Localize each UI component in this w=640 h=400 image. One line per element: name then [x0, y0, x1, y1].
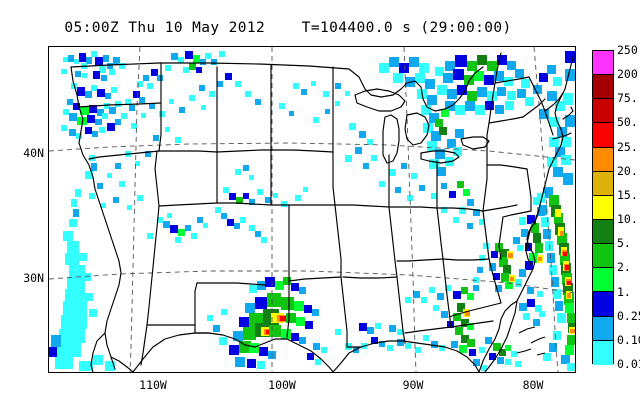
lon-label-80w: 80W: [522, 378, 544, 392]
lake-erie: [420, 150, 460, 164]
colorbar-tick-label: 0.25: [617, 308, 640, 323]
lat-label-30n: 30N: [23, 271, 44, 285]
precip-southeast-interior: [405, 285, 479, 356]
precip-central-plains: [223, 165, 308, 207]
colorbar-tick-label: 75.: [617, 91, 638, 106]
lon-label-100w: 100W: [268, 378, 296, 392]
colorbar-band: [593, 195, 613, 220]
colorbar-tick-label: 15.: [617, 187, 638, 202]
colorbar-band: [593, 123, 613, 148]
precip-southwest: [147, 207, 267, 243]
us-canada-border: [70, 62, 350, 70]
state-borders-west: [78, 102, 162, 108]
precip-california-offshore: [49, 155, 115, 371]
colorbar-tick-label: 200.: [617, 67, 640, 82]
lake-superior: [354, 88, 406, 112]
atlantic-coast: [516, 56, 574, 302]
precip-chesapeake: [515, 197, 545, 287]
colorbar-band: [593, 244, 613, 269]
colorbar-tick-label: 20.: [617, 163, 638, 178]
colorbar-band: [593, 268, 613, 293]
lake-huron: [404, 112, 430, 146]
colorbar-band: [593, 316, 613, 341]
colorbar-tick-label: 1.: [617, 284, 631, 299]
colorbar-tick-label: 0.01: [617, 357, 640, 371]
map-plot-area[interactable]: [48, 46, 576, 373]
colorbar-band: [593, 147, 613, 172]
map-geography: [70, 52, 574, 372]
baja-california: [110, 356, 134, 372]
colorbar-band: [593, 171, 613, 196]
colorbar-band: [593, 340, 613, 365]
colorbar-band: [593, 292, 613, 317]
gulf-coast-line: [286, 338, 334, 372]
precip-northern-rockies: [171, 51, 225, 73]
mexico-border: [132, 332, 288, 372]
colorbar-band: [593, 51, 613, 76]
colorbar-tick-label: 50.: [617, 115, 638, 130]
colorbar-band: [593, 99, 613, 124]
precip-scattered-misc: [89, 73, 350, 210]
colorbar-legend: 250. 200. 75. 50. 25. 20. 15. 10. 5. 2. 1. 0.25 0.10…: [592, 44, 640, 371]
chesapeake-bay: [525, 226, 532, 266]
florida-coast: [478, 300, 518, 372]
figure-title: 05:00Z Thu 10 May 2012 T=104400.0 s (29:…: [64, 20, 512, 36]
colorbar-tick-label: 250.: [617, 43, 640, 57]
colorbar-band: [593, 219, 613, 245]
colorbar-tick-label: 10.: [617, 212, 638, 227]
precip-florida: [473, 337, 521, 371]
lon-label-90w: 90W: [402, 378, 424, 392]
precip-bahamas-offshore: [519, 287, 545, 326]
bahamas-islands: [516, 326, 546, 356]
colorbar-tick-label: 5.: [617, 236, 631, 251]
colorbar-bands: [592, 50, 614, 365]
pacific-coast: [70, 66, 122, 370]
colorbar-tick-label: 0.10: [617, 332, 640, 347]
lon-label-110w: 110W: [139, 378, 167, 392]
lake-michigan: [382, 114, 400, 164]
colorbar-band: [593, 75, 613, 100]
precip-pacific-northwest: [61, 51, 171, 139]
colorbar-tick-label: 2.: [617, 260, 631, 275]
map-canvas: [49, 47, 575, 372]
lat-label-40n: 40N: [23, 146, 44, 160]
colorbar-tick-label: 25.: [617, 139, 638, 154]
